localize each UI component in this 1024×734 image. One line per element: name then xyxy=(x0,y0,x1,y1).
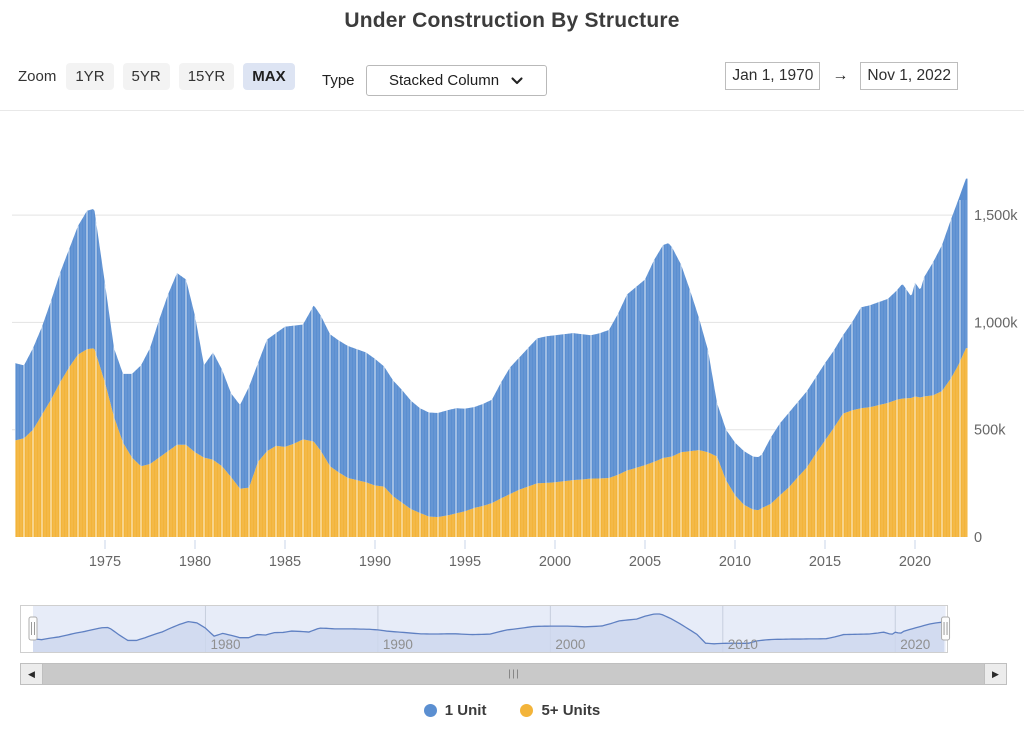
navigator-scrollbar: ◀ ▶ xyxy=(20,663,1007,685)
zoom-button-5yr[interactable]: 5YR xyxy=(122,63,170,90)
x-axis-label: 2020 xyxy=(899,554,931,570)
date-from-input[interactable]: Jan 1, 1970 xyxy=(725,62,821,90)
navigator-area xyxy=(33,613,945,652)
chart-type-value: Stacked Column xyxy=(389,72,500,89)
chart-type-select[interactable]: Stacked Column xyxy=(365,65,547,96)
date-range-group: Jan 1, 1970 → Nov 1, 2022 xyxy=(725,62,958,90)
navigator-right-handle[interactable] xyxy=(941,616,951,641)
date-range-arrow-icon: → xyxy=(832,67,849,84)
navigator-year-label: 2020 xyxy=(900,637,930,652)
navigator-year-label: 1990 xyxy=(383,637,413,652)
x-axis-label: 1980 xyxy=(179,554,211,570)
series-1-unit-area[interactable] xyxy=(15,178,968,518)
type-label: Type xyxy=(322,72,355,89)
y-axis-label: 0 xyxy=(974,530,982,546)
zoom-label: Zoom xyxy=(18,68,57,85)
chart-legend: 1 Unit 5+ Units xyxy=(0,702,1024,719)
navigator-left-handle[interactable] xyxy=(28,616,38,641)
scrollbar-left-arrow-button[interactable]: ◀ xyxy=(21,664,43,684)
page-title: Under Construction By Structure xyxy=(344,9,680,32)
y-axis-label: 1,500k xyxy=(974,208,1018,224)
chart-navigator[interactable]: 1980 1990 2000 2010 2020 xyxy=(0,600,1024,660)
navigator-year-label: 2000 xyxy=(555,637,585,652)
chevron-down-icon xyxy=(511,76,523,84)
x-axis-label: 2015 xyxy=(809,554,841,570)
scrollbar-grip-icon xyxy=(508,669,520,679)
x-axis-label: 1995 xyxy=(449,554,481,570)
zoom-button-1yr[interactable]: 1YR xyxy=(66,63,114,90)
legend-label-1-unit: 1 Unit xyxy=(444,702,487,719)
navigator-year-label: 2010 xyxy=(728,637,758,652)
left-arrow-icon: ◀ xyxy=(28,668,35,679)
zoom-range-group: Zoom 1YR 5YR 15YR MAX xyxy=(18,63,304,90)
x-axis-label: 2005 xyxy=(629,554,661,570)
chart-toolbar: Zoom 1YR 5YR 15YR MAX Type Stacked Colum… xyxy=(0,58,1024,102)
stacked-column-chart[interactable]: 1975 1980 1985 1990 1995 2000 2005 2010 2015 2020… xyxy=(0,115,1024,595)
scrollbar-right-arrow-button[interactable]: ▶ xyxy=(984,664,1006,684)
series-5plus-units-area[interactable] xyxy=(15,348,968,537)
legend-label-5plus-units: 5+ Units xyxy=(541,702,601,719)
x-axis-label: 1985 xyxy=(269,554,301,570)
zoom-button-15yr[interactable]: 15YR xyxy=(178,63,235,90)
toolbar-divider xyxy=(0,110,1024,111)
legend-item-5plus-units[interactable]: 5+ Units xyxy=(520,702,600,719)
right-arrow-icon: ▶ xyxy=(992,668,999,679)
x-axis-label: 1990 xyxy=(359,554,391,570)
zoom-button-max[interactable]: MAX xyxy=(243,63,295,90)
navigator-year-label: 1980 xyxy=(210,637,240,652)
y-axis-label: 500k xyxy=(974,423,1006,439)
navigator-line xyxy=(32,613,945,645)
date-to-input[interactable]: Nov 1, 2022 xyxy=(860,62,958,90)
x-axis-label: 2010 xyxy=(719,554,751,570)
legend-marker-1-unit xyxy=(423,704,437,717)
y-axis-label: 1,000k xyxy=(974,315,1018,331)
x-axis-label: 1975 xyxy=(89,554,121,570)
legend-item-1-unit[interactable]: 1 Unit xyxy=(423,702,487,719)
chart-type-group: Type Stacked Column xyxy=(322,65,547,96)
legend-marker-5plus-units xyxy=(520,704,534,717)
x-axis-label: 2000 xyxy=(539,554,571,570)
scrollbar-thumb[interactable] xyxy=(43,664,984,684)
